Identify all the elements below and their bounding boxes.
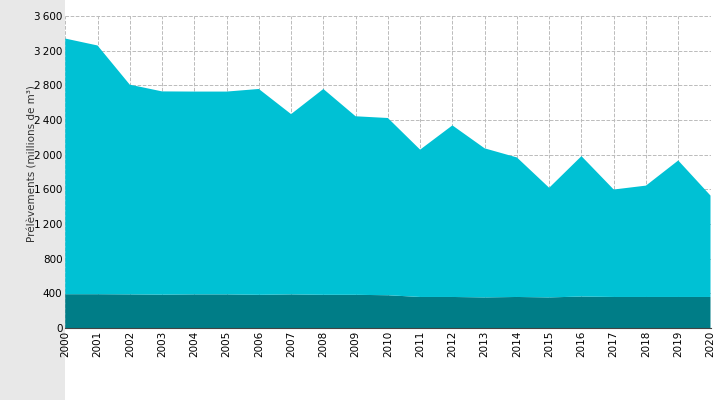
Text: Prélèvements (millions de m³): Prélèvements (millions de m³): [28, 86, 38, 242]
